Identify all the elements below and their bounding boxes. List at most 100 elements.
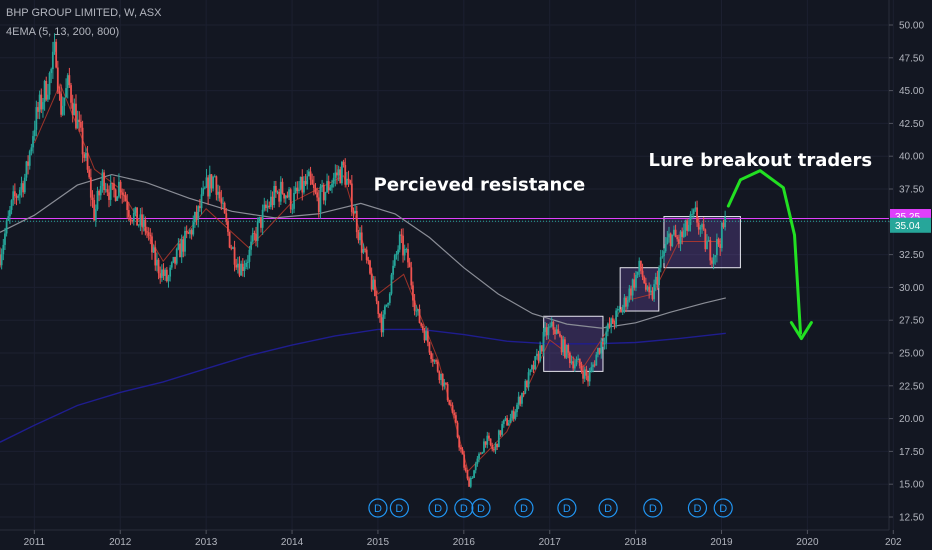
- candle-up: [9, 209, 11, 217]
- candle-down: [522, 393, 525, 394]
- candle-up: [47, 94, 49, 100]
- y-tick-label: 30.00: [899, 283, 924, 294]
- candle-up: [392, 265, 395, 275]
- candle-up: [354, 210, 357, 214]
- candle-down: [220, 198, 223, 204]
- candle-up: [682, 230, 685, 237]
- candle-down: [233, 247, 236, 265]
- candle-up: [481, 452, 484, 454]
- price-tag-label: 35.04: [895, 221, 920, 232]
- candle-down: [499, 430, 502, 435]
- dividend-marker: [643, 498, 663, 518]
- candle-down: [580, 365, 583, 371]
- dividend-marker: [598, 498, 618, 518]
- x-tick-label: 2016: [453, 537, 476, 548]
- candle-up: [116, 196, 119, 201]
- candle-up: [524, 381, 527, 394]
- candle-up: [631, 279, 634, 296]
- candle-up: [18, 189, 21, 196]
- x-tick-label: 2014: [281, 537, 304, 548]
- candle-down: [564, 339, 566, 358]
- candle-down: [704, 229, 707, 250]
- candle-up: [53, 41, 56, 52]
- candle-down: [215, 176, 218, 195]
- candle-up: [324, 192, 327, 201]
- candle-up: [687, 224, 690, 231]
- candle-up: [590, 367, 593, 373]
- candle-down: [423, 330, 426, 341]
- candle-down: [225, 213, 228, 222]
- candle-down: [45, 80, 48, 100]
- candle-up: [588, 372, 591, 382]
- candle-down: [451, 405, 454, 413]
- candle-down: [552, 321, 555, 330]
- candle-up: [606, 323, 609, 332]
- candle-down: [241, 263, 244, 272]
- candle-up: [486, 435, 489, 445]
- candle-down: [296, 187, 299, 192]
- candle-down: [55, 41, 58, 68]
- candle-up: [699, 227, 702, 230]
- candle-down: [344, 165, 347, 185]
- candle-up: [50, 69, 53, 73]
- x-tick-label: 2011: [24, 537, 46, 548]
- candle-down: [420, 322, 423, 326]
- candle-up: [483, 441, 485, 453]
- x-tick-label: 2012: [109, 537, 132, 548]
- candle-down: [227, 221, 229, 232]
- candle-down: [124, 195, 127, 202]
- candle-down: [426, 331, 429, 343]
- indicator-legend: 4EMA (5, 13, 200, 800): [6, 26, 120, 38]
- candle-down: [103, 172, 105, 191]
- candle-down: [347, 178, 350, 181]
- candle-down: [336, 172, 338, 176]
- candle-down: [360, 232, 363, 253]
- candle-down: [611, 318, 614, 324]
- projection-arrow: [726, 169, 803, 335]
- candle-down: [458, 437, 461, 448]
- x-tick-label: 2013: [195, 537, 218, 548]
- candle-up: [649, 290, 652, 293]
- candle-up: [555, 329, 558, 335]
- dividend-marker-label: D: [604, 503, 612, 515]
- candle-down: [468, 478, 471, 487]
- candle-up: [405, 249, 408, 250]
- candle-up: [246, 261, 249, 263]
- candle-down: [489, 438, 492, 445]
- candle-up: [99, 185, 102, 196]
- candle-down: [696, 207, 698, 223]
- candle-up: [217, 191, 219, 195]
- x-tick-label: 2020: [796, 537, 819, 548]
- candle-down: [88, 169, 91, 178]
- candle-up: [362, 249, 365, 253]
- candle-up: [66, 75, 69, 89]
- candle-down: [641, 270, 644, 277]
- candle-down: [146, 231, 148, 233]
- candle-up: [535, 353, 538, 357]
- candle-up: [415, 310, 418, 312]
- candle-up: [623, 297, 626, 308]
- candle-down: [560, 336, 563, 353]
- candle-up: [691, 214, 694, 215]
- candle-up: [276, 191, 279, 193]
- candle-down: [40, 94, 43, 110]
- candle-up: [635, 274, 637, 288]
- candle-up: [547, 327, 550, 336]
- candle-up: [142, 219, 145, 227]
- candle-up: [504, 418, 507, 420]
- candle-up: [663, 251, 665, 257]
- candle-down: [190, 230, 193, 235]
- price-tag-label: 35.25: [895, 212, 920, 223]
- y-tick-label: 17.50: [899, 447, 924, 458]
- candle-up: [293, 192, 295, 209]
- dividend-marker: [389, 498, 410, 518]
- candle-up: [236, 263, 239, 268]
- candle-up: [390, 274, 393, 294]
- candle-down: [492, 449, 495, 451]
- candle-up: [577, 358, 580, 361]
- candle-down: [506, 418, 509, 426]
- candle-up: [570, 361, 573, 364]
- candle-up: [164, 269, 167, 276]
- candle-up: [194, 211, 196, 223]
- candle-up: [417, 309, 419, 311]
